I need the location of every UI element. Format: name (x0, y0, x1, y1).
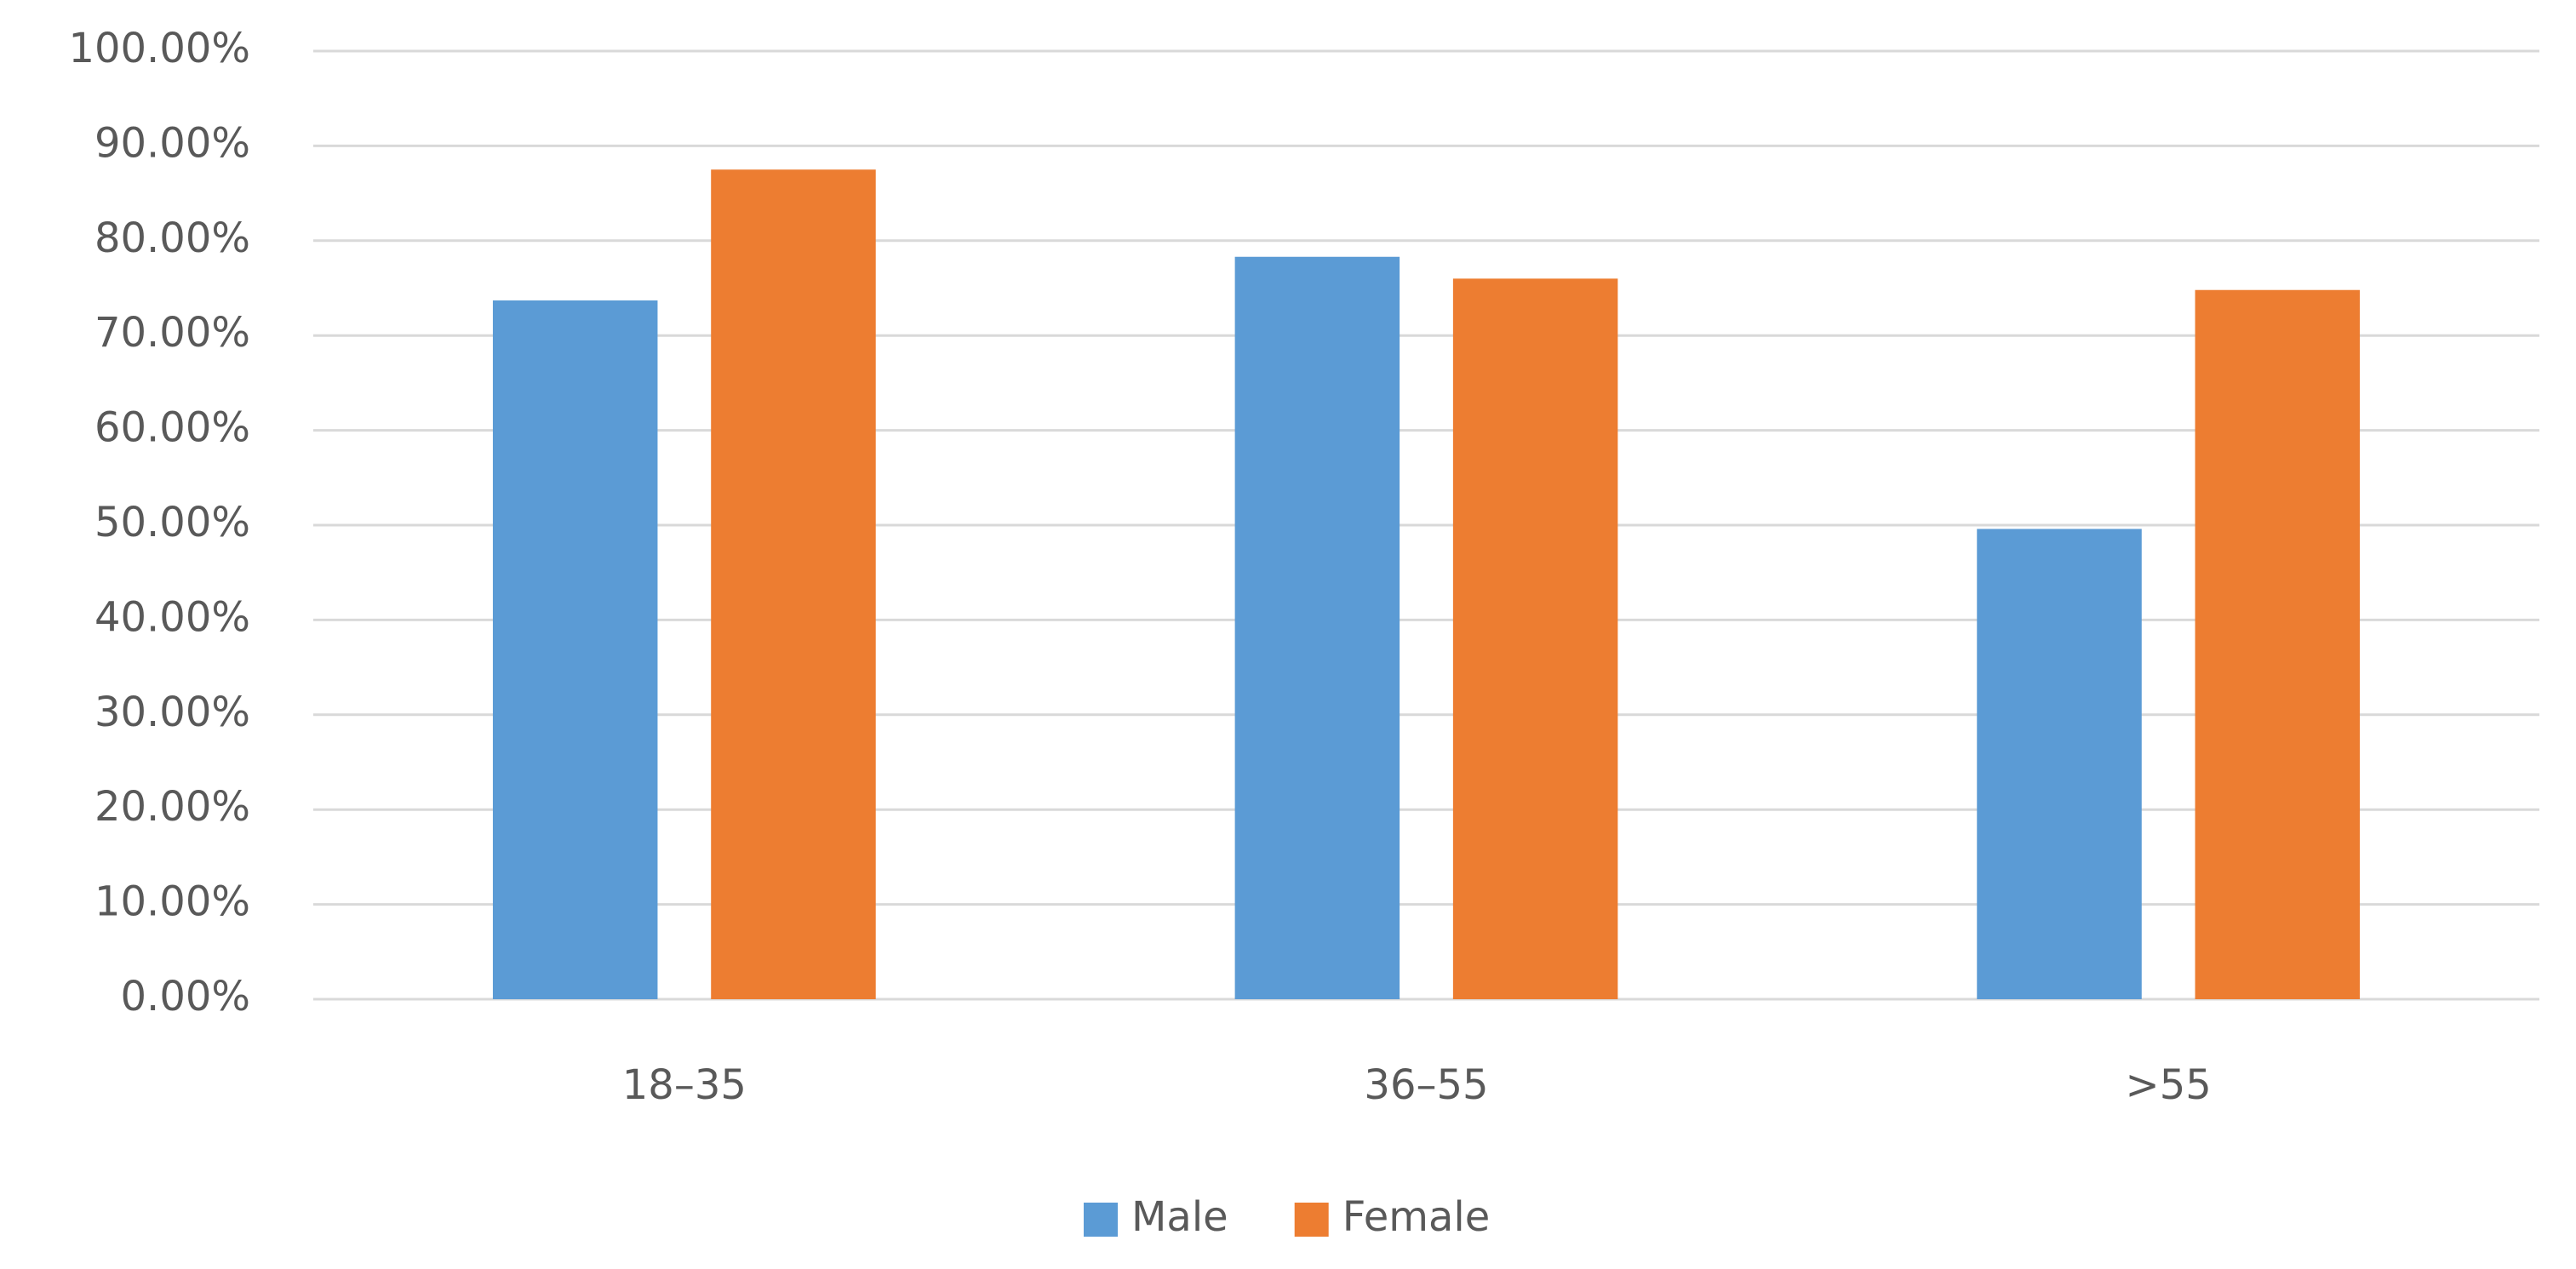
bar (1452, 278, 1618, 999)
bar (711, 169, 876, 999)
y-tick-label: 70.00% (94, 309, 250, 357)
legend-swatch (1084, 1203, 1118, 1237)
legend-label: Male (1131, 1193, 1228, 1241)
x-tick-label: 18–35 (622, 1061, 747, 1109)
bar (2195, 289, 2361, 999)
y-tick-label: 0.00% (121, 973, 250, 1020)
y-tick-label: 20.00% (94, 783, 250, 831)
x-tick-label: >55 (2126, 1061, 2212, 1109)
bar (1977, 529, 2142, 999)
y-tick-label: 40.00% (94, 593, 250, 641)
y-tick-label: 100.00% (68, 25, 250, 72)
legend-label: Female (1342, 1193, 1491, 1241)
bar (492, 300, 658, 999)
y-tick-label: 10.00% (94, 878, 250, 926)
y-tick-label: 90.00% (94, 119, 250, 167)
y-tick-label: 30.00% (94, 689, 250, 736)
y-tick-label: 60.00% (94, 404, 250, 452)
legend-swatch (1294, 1203, 1329, 1237)
y-tick-label: 50.00% (94, 499, 250, 546)
x-tick-label: 36–55 (1364, 1061, 1488, 1109)
bar (1234, 256, 1400, 999)
y-tick-label: 80.00% (94, 214, 250, 262)
